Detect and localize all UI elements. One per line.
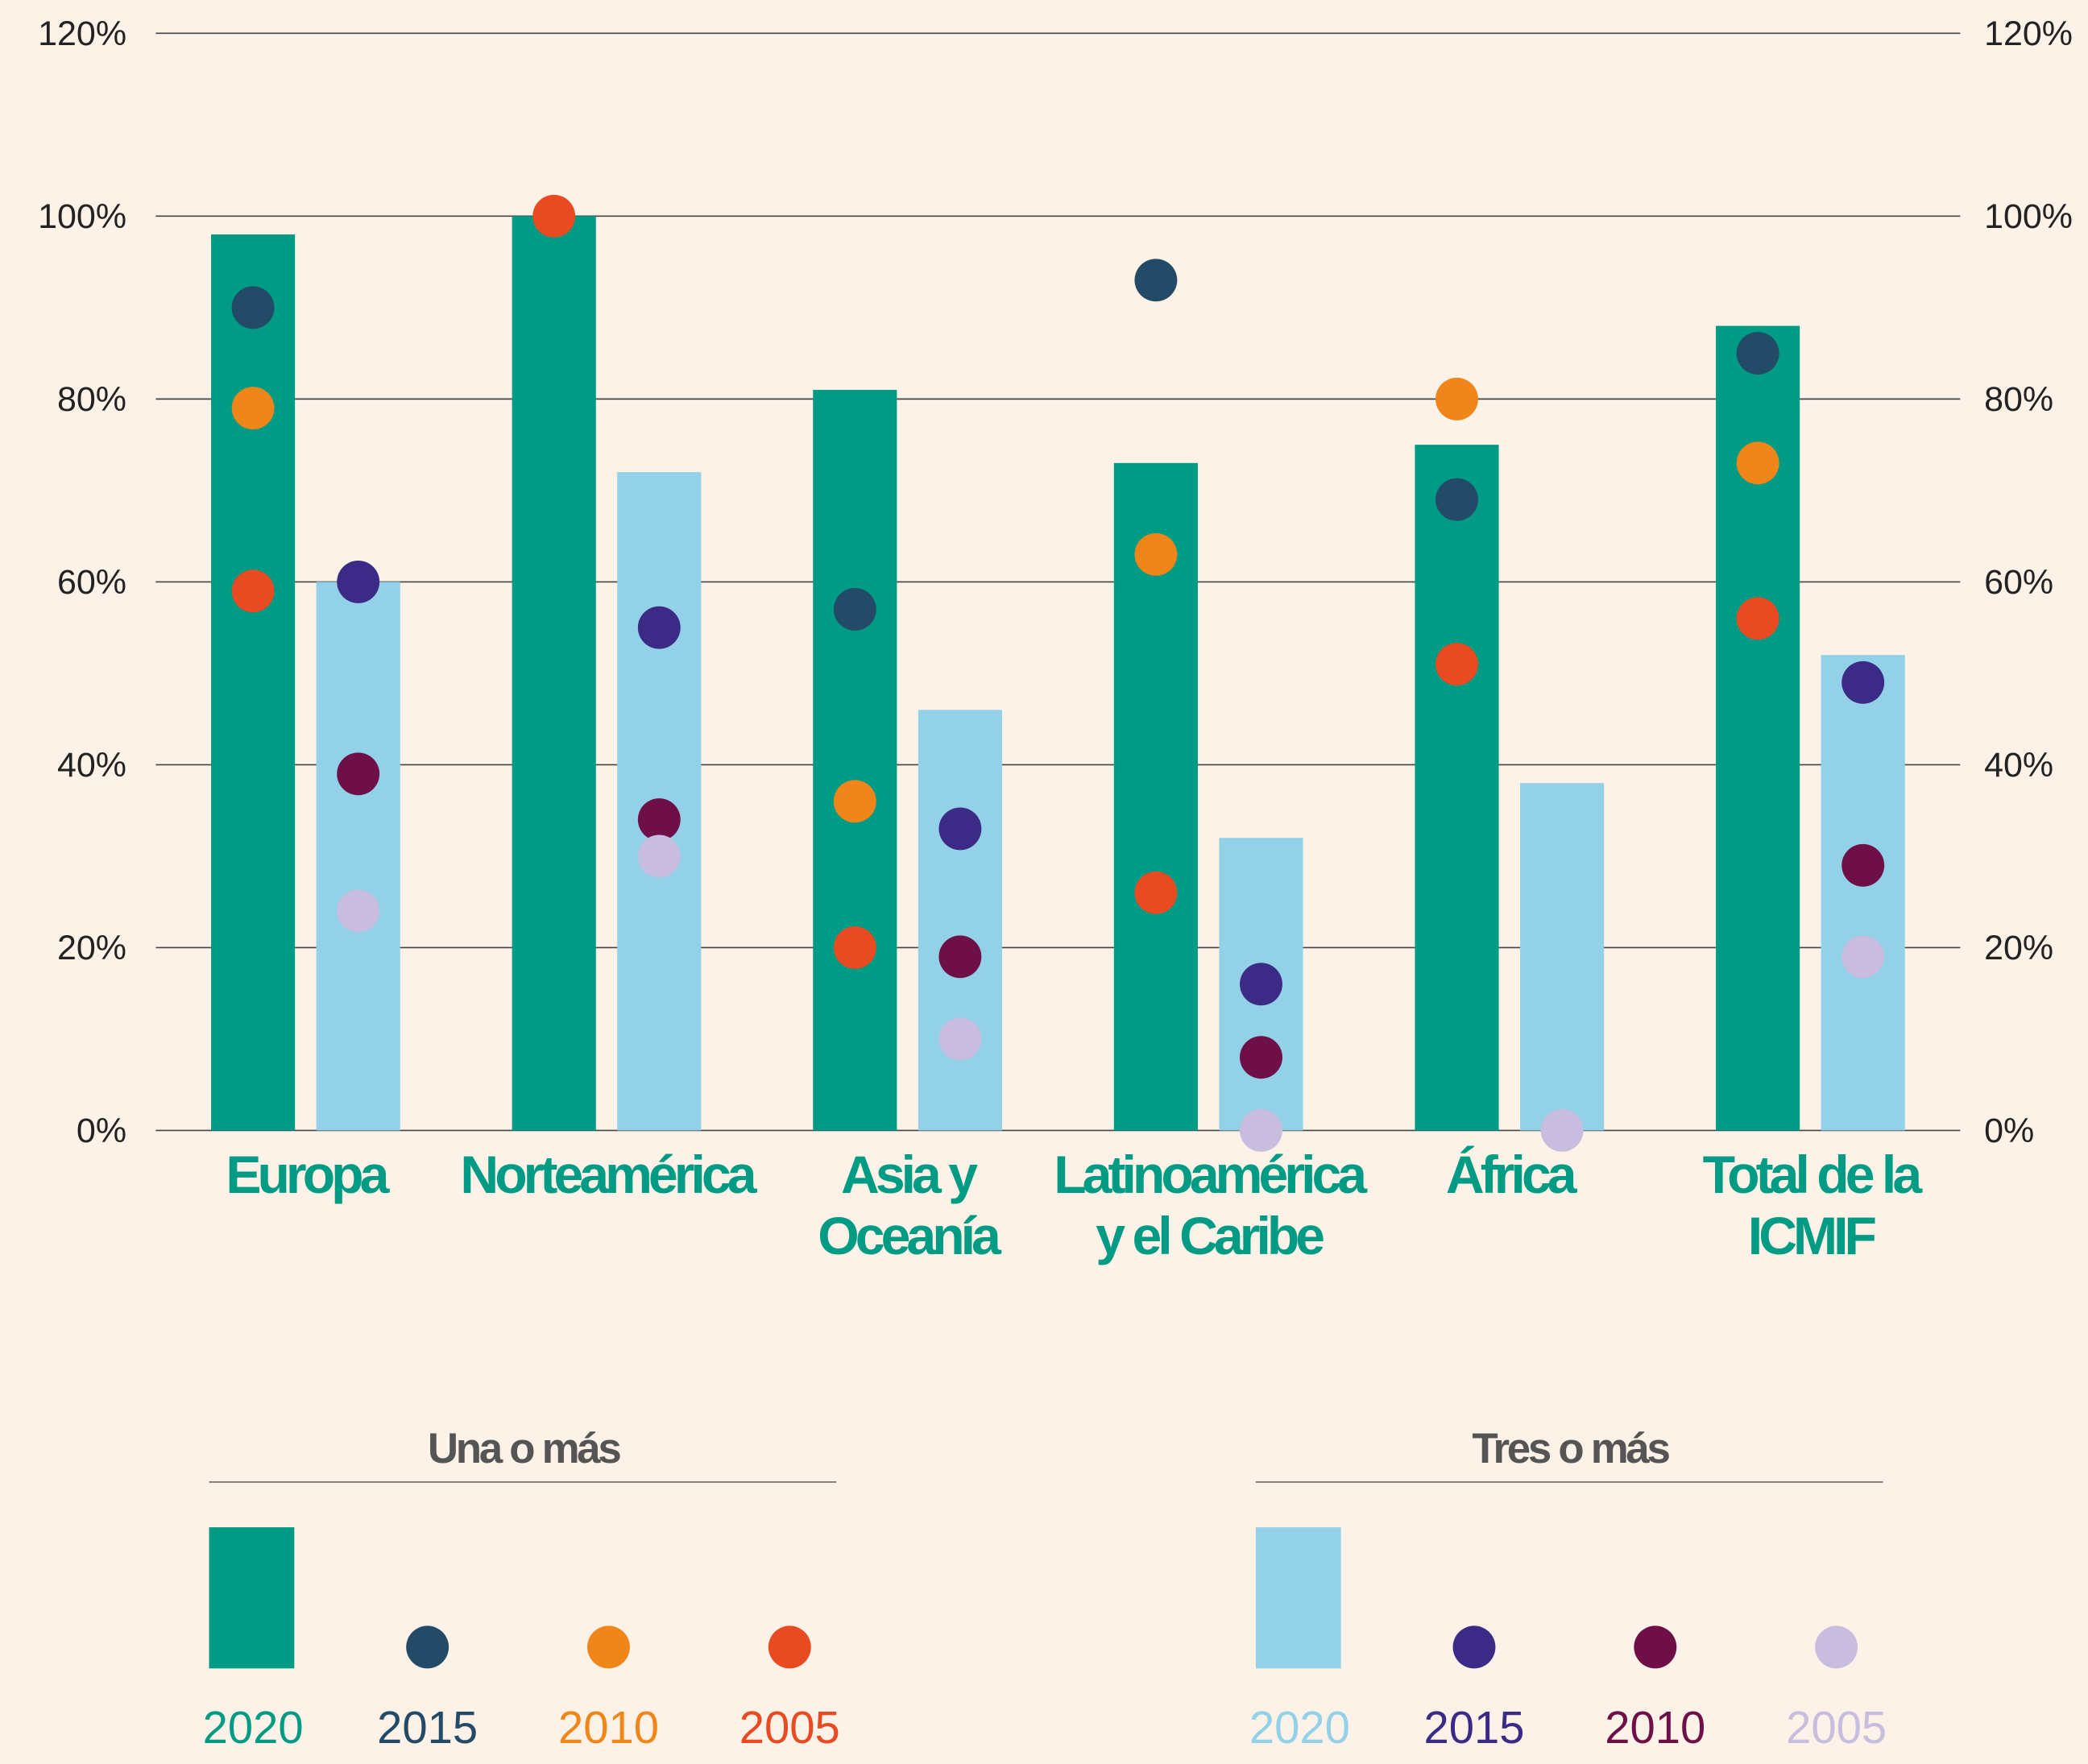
dot [938, 807, 982, 851]
dot [637, 606, 681, 649]
category-label: Latinoamérica y el Caribe [1054, 1146, 1367, 1267]
y-tick-label: 40% [57, 746, 126, 785]
bar [211, 234, 296, 1131]
legend-label: 2005 [740, 1702, 840, 1753]
dot [938, 935, 982, 979]
category-label: Total de la ICMIF [1702, 1146, 1923, 1267]
dot [1240, 963, 1282, 1006]
y-tick-label-right: 80% [1984, 380, 2053, 419]
legend-label: 2010 [558, 1702, 659, 1753]
dot [231, 387, 275, 430]
dot [1240, 1036, 1282, 1079]
bar [813, 390, 897, 1131]
dot [938, 1017, 982, 1061]
dot [1842, 843, 1885, 887]
dot [1436, 643, 1478, 686]
dot [231, 569, 275, 613]
dot [1842, 935, 1885, 979]
dot [833, 780, 876, 823]
legend-title: Tres o más [1472, 1425, 1669, 1472]
legend-swatch [209, 1527, 295, 1669]
bar [1520, 783, 1605, 1131]
dot [337, 560, 380, 603]
y-tick-label: 80% [57, 380, 126, 419]
y-tick-label: 120% [38, 14, 126, 53]
category-label: Norteamérica [460, 1146, 756, 1206]
bar [316, 582, 400, 1131]
y-tick-label: 0% [77, 1112, 126, 1150]
dot [1134, 259, 1178, 302]
legend-swatch [1815, 1625, 1858, 1669]
dot [337, 752, 380, 796]
dot [337, 889, 380, 933]
dot [1134, 871, 1178, 914]
dot [833, 926, 876, 969]
y-tick-label: 100% [38, 197, 126, 236]
legend-swatch [587, 1625, 630, 1669]
legend-label: 2005 [1786, 1702, 1887, 1753]
y-tick-label-right: 120% [1984, 14, 2073, 53]
legend-label: 2020 [1249, 1702, 1350, 1753]
legend-swatch [1634, 1625, 1677, 1669]
dot [637, 798, 681, 841]
dot [637, 834, 681, 878]
y-tick-label: 20% [57, 929, 126, 967]
bar [918, 710, 1002, 1131]
dot [1842, 660, 1885, 704]
legend-label: 2015 [1423, 1702, 1524, 1753]
category-label: África [1445, 1146, 1577, 1206]
dot [833, 588, 876, 631]
dot [1436, 478, 1478, 521]
dot [532, 194, 576, 238]
bar [1415, 445, 1499, 1131]
dot [1736, 597, 1779, 640]
y-tick-label-right: 100% [1984, 197, 2073, 236]
dot [1540, 1109, 1584, 1152]
dot [1436, 377, 1478, 420]
legend-swatch [768, 1625, 811, 1669]
category-label: Europa [226, 1146, 389, 1206]
dot [1736, 441, 1779, 485]
y-tick-label-right: 20% [1984, 929, 2053, 967]
legend-label: 2015 [377, 1702, 478, 1753]
y-tick-label-right: 60% [1984, 563, 2053, 602]
dot [1240, 1109, 1282, 1152]
dot [231, 286, 275, 329]
legend-swatch [1452, 1625, 1496, 1669]
y-tick-label-right: 0% [1984, 1112, 2034, 1150]
category-label: Asia y Oceanía [818, 1146, 1001, 1267]
dot [1736, 332, 1779, 375]
legend-title: Una o más [428, 1425, 621, 1472]
y-tick-label-right: 40% [1984, 746, 2053, 785]
legend-label: 2020 [203, 1702, 304, 1753]
legend-label: 2010 [1605, 1702, 1705, 1753]
legend-swatch [406, 1625, 450, 1669]
dot [1134, 532, 1178, 576]
bar [512, 216, 596, 1131]
legend-swatch [1255, 1527, 1341, 1669]
y-tick-label: 60% [57, 563, 126, 602]
bar [1821, 655, 1905, 1131]
